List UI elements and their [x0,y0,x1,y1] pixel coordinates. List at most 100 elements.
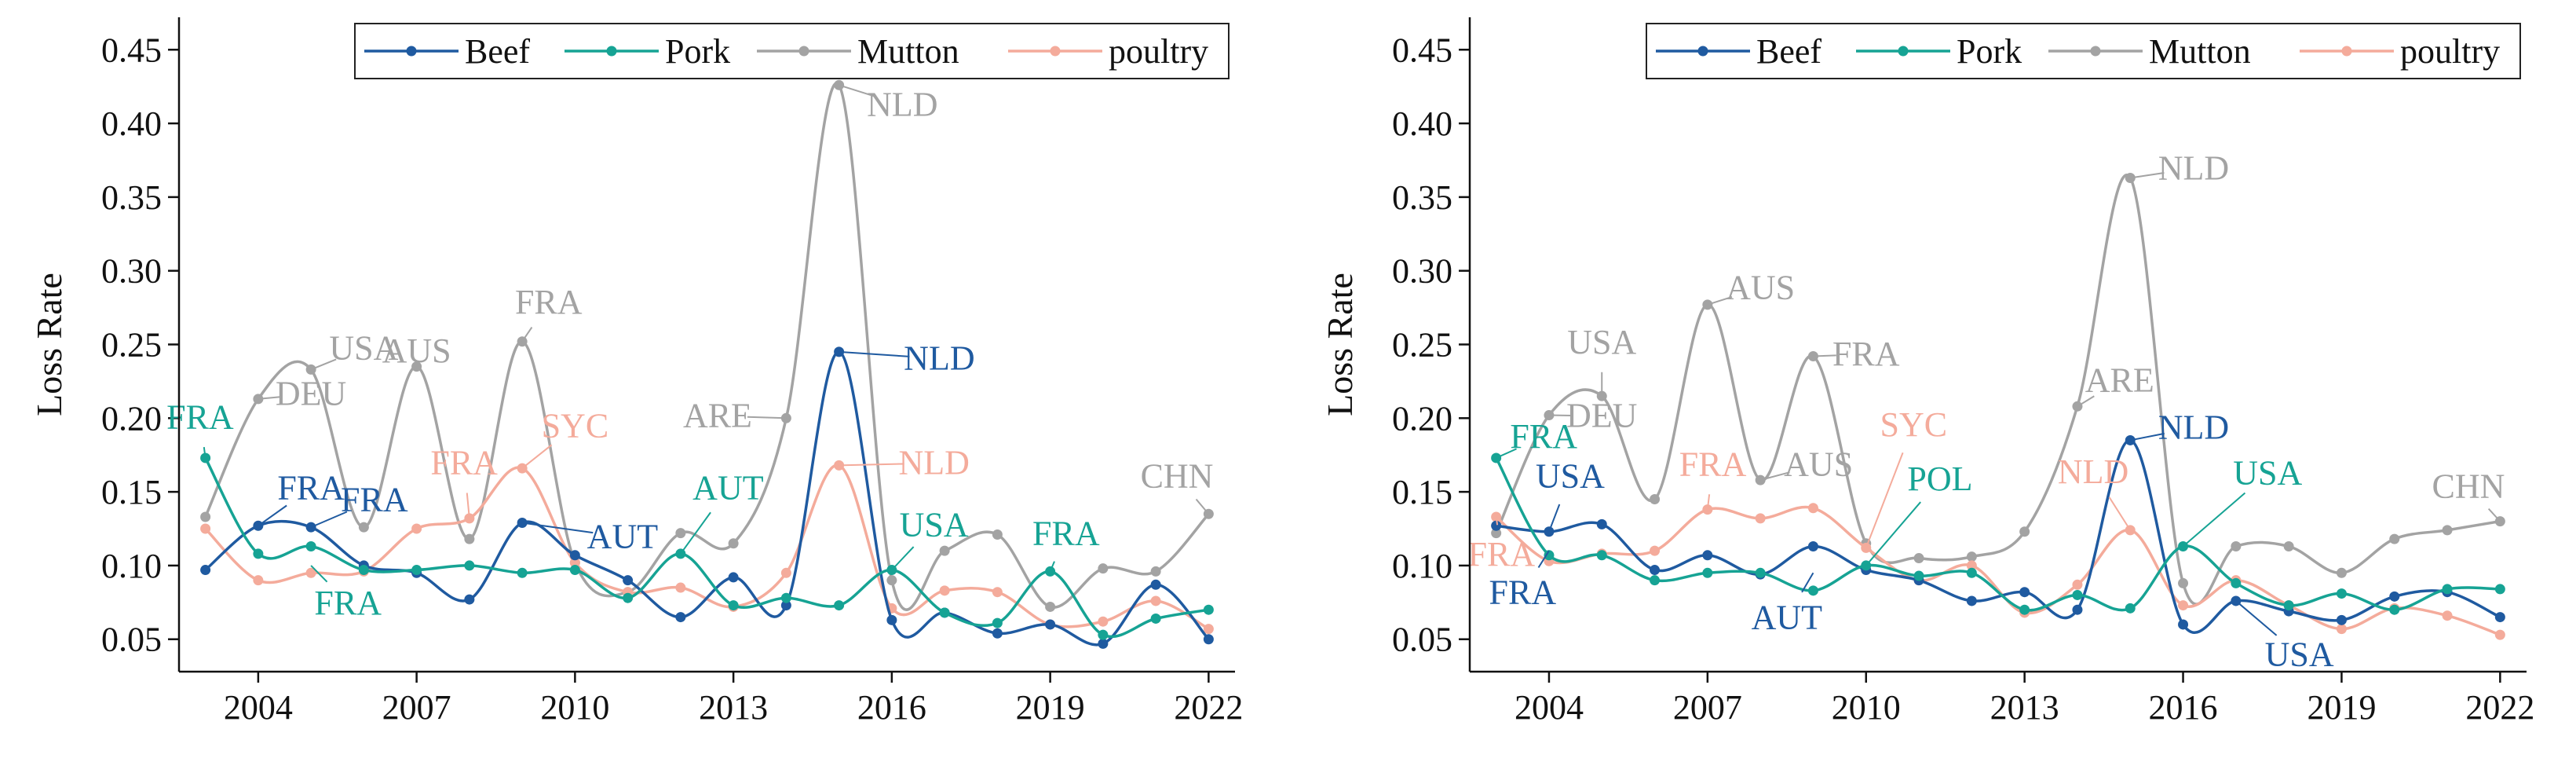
legend-marker-pork [606,46,617,57]
annotation-leader [521,327,533,343]
data-point-poultry [569,557,580,568]
data-point-mutton [939,545,950,556]
annotation-leader [1537,550,1550,569]
data-point-pork [992,617,1003,628]
data-point-poultry [2178,600,2189,611]
annotation-leader [1759,471,1790,482]
data-point-pork [2389,604,2400,615]
annotation-label: SYC [1880,405,1948,444]
x-tick-label: 2004 [1515,688,1584,727]
data-point-beef [1650,565,1661,576]
data-point-pork [1650,575,1661,586]
data-point-beef [675,612,686,623]
annotation-label: POL [1907,460,1972,498]
data-point-mutton [2442,525,2453,536]
data-point-beef [200,565,211,576]
data-point-pork [2283,600,2294,611]
legend-label-mutton: Mutton [857,32,959,71]
data-point-pork [939,607,950,618]
annotation-leader [2235,600,2278,636]
legend-label-beef: Beef [465,32,530,71]
x-tick-label: 2004 [224,688,293,727]
annotation-label: FRA [430,444,498,482]
annotation-label: FRA [166,397,234,436]
data-point-pork [464,560,475,571]
annotation-leader [2182,492,2246,548]
annotation-label: USA [2233,454,2302,493]
legend-label-poultry: poultry [2400,32,2500,71]
data-point-beef [2019,587,2030,598]
data-point-pork [1544,550,1555,561]
data-point-pork [1098,629,1109,640]
annotation-label: FRA [1489,573,1557,612]
data-point-poultry [2494,629,2505,640]
y-tick-label: 0.20 [101,399,162,438]
annotation-leader [258,396,282,400]
data-point-poultry [1650,545,1661,556]
annotation-leader [1049,561,1055,572]
annotation-leader [747,416,787,419]
data-point-beef [464,594,475,605]
annotation-leader [1813,354,1836,357]
data-point-beef [1966,595,1977,606]
data-point-pork [1596,550,1607,561]
data-point-mutton [358,522,369,533]
data-point-pork [2231,577,2242,588]
y-tick-label: 0.35 [1392,178,1452,217]
data-point-poultry [2072,579,2083,590]
x-tick-label: 2010 [1832,688,1901,727]
annotation-label: FRA [1468,535,1536,573]
data-point-mutton [886,575,897,586]
annotation-label: DEU [276,374,346,412]
x-tick-label: 2007 [382,688,451,727]
legend-label-pork: Pork [665,32,730,71]
annotation-leader [203,446,206,459]
x-tick-label: 2007 [1673,688,1742,727]
data-point-pork [1702,567,1713,578]
annotation-label: FRA [1032,515,1100,553]
annotation-label: NLD [904,339,974,377]
data-point-pork [2336,588,2347,599]
y-tick-label: 0.15 [101,473,162,511]
series-line-pork [1495,457,2501,612]
data-point-beef [2072,604,2083,615]
legend-label-beef: Beef [1756,32,1821,71]
annotation-label: FRA [515,283,583,321]
annotation-label: NLD [898,444,969,482]
annotation-label: AUT [692,468,764,507]
annotation-leader [1865,452,1904,548]
data-point-mutton [2178,577,2189,588]
annotation-label: AUT [587,517,659,555]
annotation-leader [891,546,915,571]
data-point-pork [1203,604,1214,615]
data-point-beef [2336,614,2347,625]
annotation-leader [680,511,711,555]
annotation-label: USA [1567,323,1636,361]
annotation-leader [1707,295,1733,306]
legend-marker-mutton [798,46,809,57]
series-line-poultry [204,463,1210,631]
data-point-pork [834,600,845,611]
data-point-poultry [253,575,264,586]
annotation-label: NLD [867,86,937,124]
y-tick-label: 0.10 [101,547,162,585]
y-tick-label: 0.45 [1392,31,1452,69]
annotation-label: USA [329,328,398,367]
annotation-leader [839,463,904,467]
data-point-pork [728,600,739,611]
x-tick-label: 2019 [1016,688,1085,727]
data-point-beef [2494,612,2505,623]
data-point-pork [2442,584,2453,595]
data-point-mutton [411,361,422,372]
data-point-pork [1913,570,1924,581]
annotation-label: ARE [2085,361,2154,400]
data-point-mutton [1650,493,1661,504]
y-tick-label: 0.05 [1392,621,1452,659]
data-point-beef [1807,541,1818,552]
annotation-leader [310,358,337,371]
legend-label-mutton: Mutton [2149,32,2251,71]
data-point-beef [1045,619,1056,630]
data-point-poultry [305,567,316,578]
y-tick-label: 0.40 [101,104,162,143]
data-point-mutton [2389,533,2400,544]
